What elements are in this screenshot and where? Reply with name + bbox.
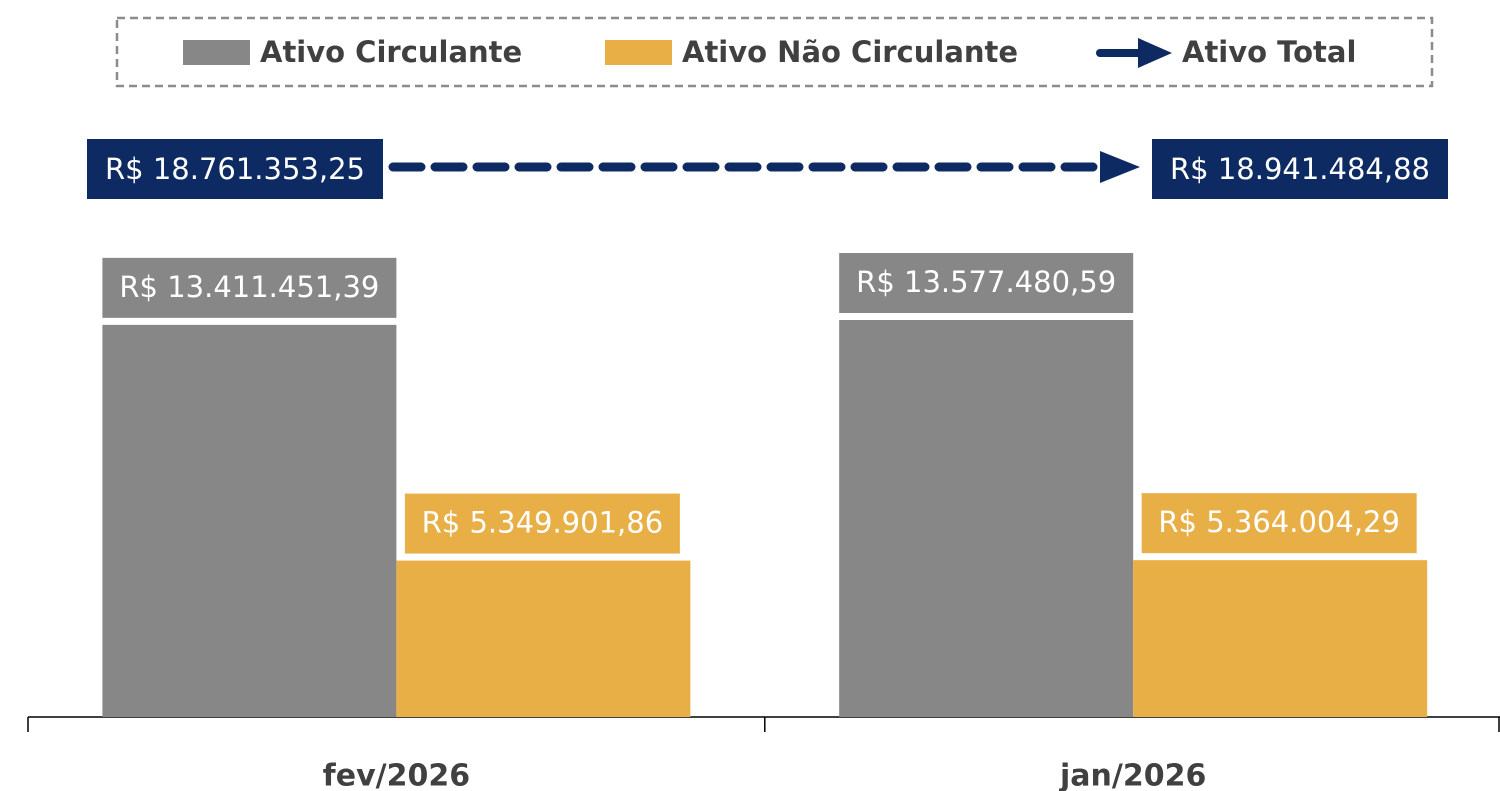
legend-swatch bbox=[605, 40, 672, 65]
legend-box bbox=[115, 16, 1434, 88]
value-label: R$ 18.761.353,25 bbox=[105, 152, 365, 186]
value-label: R$ 18.941.484,88 bbox=[1170, 152, 1430, 186]
value-label: R$ 13.411.451,39 bbox=[119, 270, 379, 304]
value-label: R$ 5.349.901,86 bbox=[422, 506, 664, 540]
x-tick-label: jan/2026 bbox=[1059, 759, 1206, 791]
value-label: R$ 5.364.004,29 bbox=[1158, 505, 1400, 539]
legend-swatch bbox=[183, 40, 250, 65]
value-label: R$ 13.577.480,59 bbox=[856, 265, 1116, 299]
bar bbox=[102, 324, 397, 717]
bar bbox=[396, 560, 691, 717]
value-label-box bbox=[839, 253, 1134, 313]
legend-label: Ativo Não Circulante bbox=[682, 35, 1018, 69]
value-label-box bbox=[404, 493, 680, 554]
line-arrow bbox=[1100, 151, 1140, 183]
value-label-box bbox=[102, 257, 397, 318]
x-tick-label: fev/2026 bbox=[323, 759, 470, 791]
bar bbox=[839, 320, 1134, 717]
value-label-box bbox=[1141, 493, 1417, 554]
legend-label: Ativo Circulante bbox=[260, 35, 522, 69]
value-label-box bbox=[87, 139, 383, 199]
legend-label: Ativo Total bbox=[1182, 35, 1356, 69]
legend-arrow bbox=[1138, 38, 1172, 68]
value-label-box bbox=[1152, 139, 1448, 199]
bar bbox=[1133, 560, 1428, 717]
